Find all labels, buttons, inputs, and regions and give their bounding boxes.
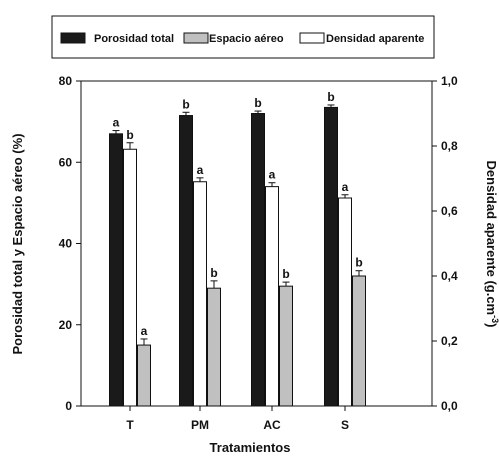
legend-box bbox=[51, 15, 435, 59]
x-tick-label: PM bbox=[191, 418, 209, 432]
significance-label: b bbox=[126, 128, 133, 142]
y-right-tick-label: 0,0 bbox=[441, 399, 458, 413]
y-axis-title: Porosidad total y Espacio aéreo (%) bbox=[10, 133, 25, 354]
bar bbox=[352, 275, 366, 407]
y-tick-label: 40 bbox=[59, 237, 73, 251]
bar bbox=[324, 106, 338, 407]
significance-label: b bbox=[210, 266, 217, 280]
legend-swatch bbox=[299, 32, 325, 44]
x-axis-title: Tratamientos bbox=[210, 440, 291, 455]
x-tick-label: AC bbox=[263, 418, 281, 432]
significance-label: b bbox=[355, 256, 362, 270]
significance-label: b bbox=[282, 267, 289, 281]
y-right-tick-label: 0,4 bbox=[441, 269, 458, 283]
significance-label: a bbox=[269, 168, 276, 182]
y-right-tick-label: 0,2 bbox=[441, 334, 458, 348]
legend-swatch bbox=[60, 32, 86, 44]
bar bbox=[251, 113, 265, 407]
bar bbox=[338, 197, 352, 407]
x-tick-label: T bbox=[126, 418, 134, 432]
significance-label: a bbox=[141, 324, 148, 338]
bar bbox=[279, 285, 293, 407]
bar bbox=[109, 133, 123, 407]
bar bbox=[265, 186, 279, 407]
significance-label: a bbox=[197, 163, 204, 177]
significance-label: a bbox=[113, 116, 120, 130]
legend: Porosidad total Espacio aéreo Densidad apa… bbox=[51, 15, 435, 59]
y-right-axis-title-close: ) bbox=[484, 323, 499, 327]
axes: 0 20 40 60 80 0,0 0,2 0,4 0,6 0,8 1,0 T PM AC S Tratami… bbox=[10, 74, 499, 455]
x-tick-label: S bbox=[341, 418, 349, 432]
y-tick-label: 60 bbox=[59, 155, 73, 169]
legend-swatch bbox=[183, 32, 209, 44]
legend-label: Espacio aéreo bbox=[209, 33, 284, 45]
y-right-axis-title-sup: -3 bbox=[490, 315, 499, 323]
significance-label: b bbox=[254, 96, 261, 110]
bar bbox=[193, 181, 207, 407]
y-right-axis-title-main: Densidad aparente (g.cm bbox=[484, 161, 499, 316]
bar bbox=[137, 344, 151, 407]
y-right-tick-label: 0,6 bbox=[441, 204, 458, 218]
significance-label: b bbox=[182, 97, 189, 111]
legend-label: Densidad aparente bbox=[326, 33, 424, 45]
y-tick-label: 0 bbox=[65, 399, 72, 413]
bar bbox=[179, 115, 193, 407]
y-right-axis-title: Densidad aparente (g.cm-3) bbox=[484, 161, 499, 328]
significance-label: a bbox=[342, 180, 349, 194]
bar bbox=[207, 287, 221, 407]
significance-label: b bbox=[327, 90, 334, 104]
y-tick-label: 20 bbox=[59, 318, 73, 332]
bar bbox=[123, 148, 137, 407]
y-tick-label: 80 bbox=[59, 74, 73, 88]
legend-label: Porosidad total bbox=[94, 33, 174, 45]
y-right-tick-label: 0,8 bbox=[441, 139, 458, 153]
y-right-tick-label: 1,0 bbox=[441, 74, 458, 88]
